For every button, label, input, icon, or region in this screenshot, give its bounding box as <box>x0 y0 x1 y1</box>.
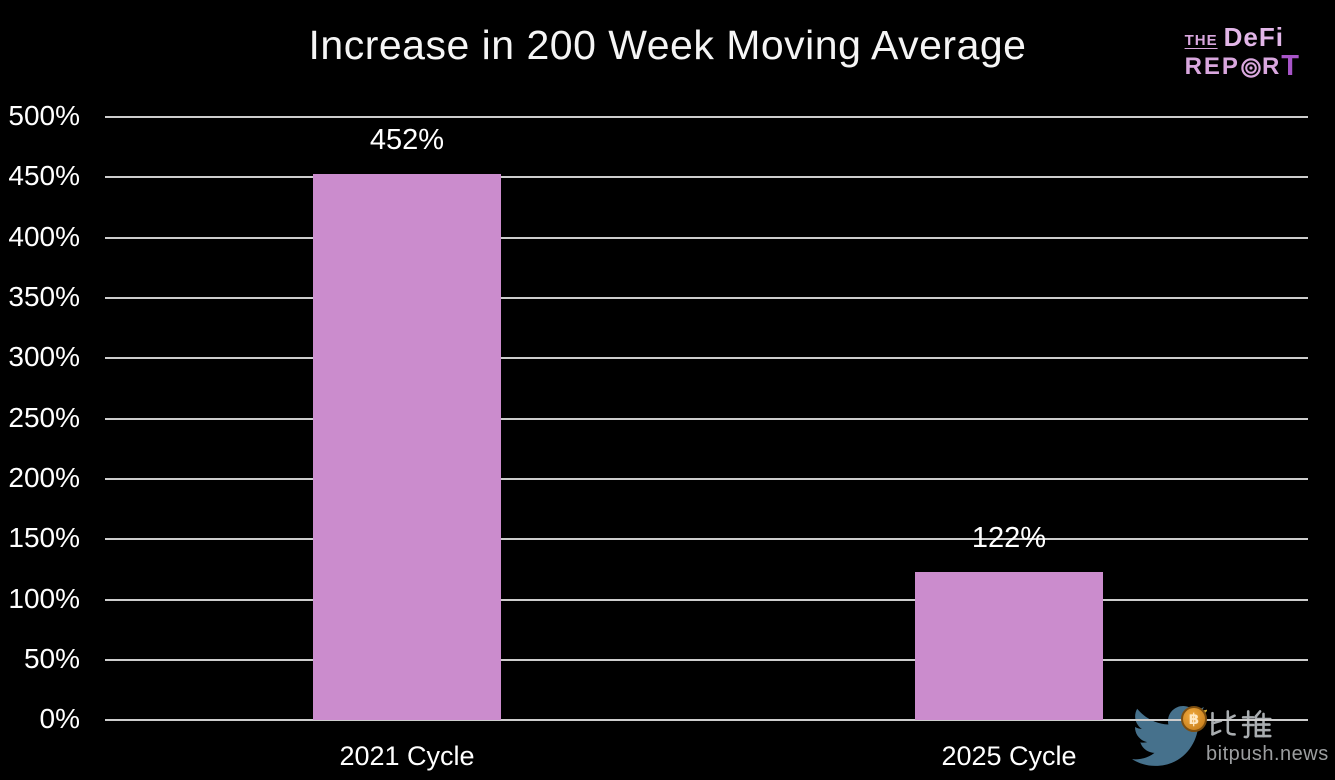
value-label-2025: 122% <box>971 522 1047 554</box>
gridline <box>105 659 1308 661</box>
gridline <box>105 176 1308 178</box>
y-tick-label: 450% <box>8 160 80 191</box>
gridline <box>105 538 1308 540</box>
y-tick-label: 0% <box>39 703 80 734</box>
gridline <box>105 297 1308 299</box>
gridline <box>105 116 1308 118</box>
x-category-label-2021: 2021 Cycle <box>339 741 475 771</box>
value-label-2021: 452% <box>369 124 445 156</box>
y-tick-label: 250% <box>8 402 80 433</box>
logo-line-2: REP R T <box>1185 52 1301 81</box>
y-tick-label: 150% <box>8 522 80 553</box>
defi-report-logo: THE DeFi REP R T <box>1185 24 1301 81</box>
logo-the: THE <box>1184 32 1218 49</box>
gridline <box>105 357 1308 359</box>
bitcoin-coin-icon: ฿ <box>1181 706 1207 732</box>
gridline <box>105 418 1308 420</box>
y-tick-label: 50% <box>23 643 80 674</box>
y-tick-label: 500% <box>8 100 80 131</box>
bar-2021-cycle <box>313 174 501 720</box>
logo-r: R <box>1261 52 1282 80</box>
x-category-label-2025: 2025 Cycle <box>941 741 1077 771</box>
chart-title: Increase in 200 Week Moving Average <box>308 22 1027 68</box>
y-tick-label: 200% <box>8 462 80 493</box>
y-tick-label: 350% <box>8 281 80 312</box>
logo-line-1: THE DeFi <box>1185 24 1301 50</box>
gridline-axis-zero <box>105 719 1308 721</box>
bar-2025-cycle <box>915 572 1103 720</box>
bullseye-o-icon <box>1241 57 1261 78</box>
bitpush-site-text: bitpush.news <box>1206 743 1329 765</box>
logo-rep: REP <box>1184 52 1240 80</box>
gridline <box>105 237 1308 239</box>
logo-t: T <box>1281 50 1301 82</box>
gridline <box>105 599 1308 601</box>
bitpush-chinese-wordmark <box>1204 708 1272 747</box>
y-tick-label: 400% <box>8 221 80 252</box>
y-tick-label: 300% <box>8 341 80 372</box>
gridline <box>105 478 1308 480</box>
logo-defi: DeFi <box>1223 22 1284 52</box>
y-tick-label: 100% <box>8 583 80 614</box>
